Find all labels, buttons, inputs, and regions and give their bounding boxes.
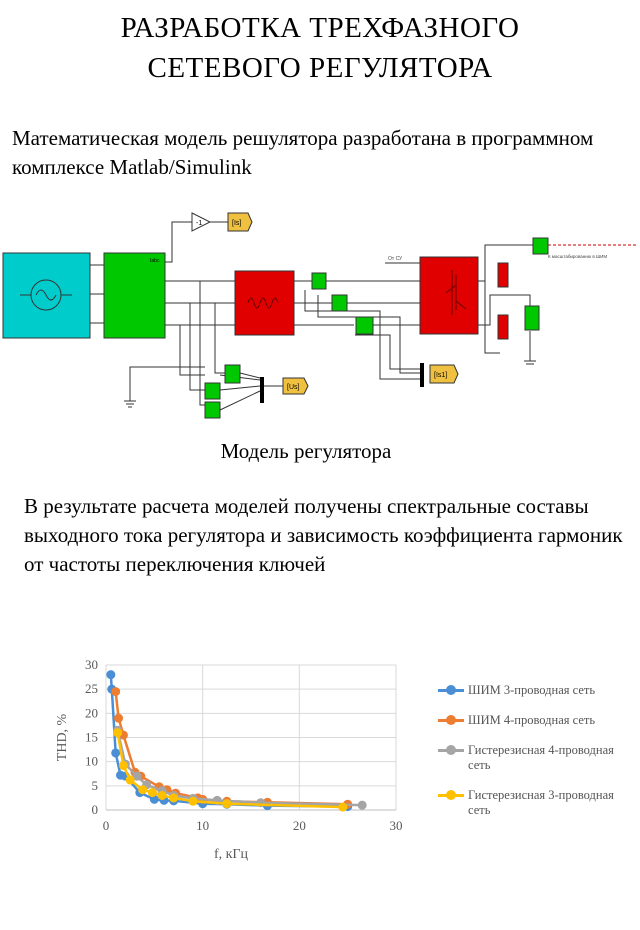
- data-point: [357, 800, 367, 810]
- data-point: [118, 761, 128, 771]
- data-point: [138, 785, 148, 795]
- data-point: [106, 670, 116, 680]
- data-point: [338, 802, 348, 812]
- legend-marker: [446, 745, 456, 755]
- x-tick-label: 30: [390, 818, 403, 833]
- filter-block: [234, 270, 295, 336]
- y-tick-label: 15: [85, 730, 98, 745]
- legend-label: Гистерезисная 4-проводная сеть: [468, 743, 614, 772]
- output-block: [532, 237, 549, 255]
- data-point: [188, 796, 198, 806]
- y-tick-label: 30: [85, 657, 98, 672]
- measurement-block: [103, 252, 166, 339]
- signal-block-a: [311, 272, 327, 290]
- measure-block-right: [524, 305, 540, 331]
- legend-marker: [446, 685, 456, 695]
- y-tick-label: 0: [92, 802, 99, 817]
- series-line-2: [116, 729, 363, 807]
- page-title-line-1: РАЗРАБОТКА ТРЕХФАЗНОГО: [120, 12, 520, 44]
- tag-is1-label: [Is1]: [434, 372, 447, 379]
- from-su-label: От СУ: [388, 256, 403, 262]
- data-point: [132, 771, 142, 781]
- intro-paragraph: Математическая модель решулятора разрабо…: [12, 126, 594, 179]
- gain-label: -1: [196, 220, 202, 227]
- mux-us: [260, 377, 264, 403]
- signal-block-c: [355, 316, 374, 335]
- y-tick-label: 25: [85, 681, 98, 696]
- x-tick-label: 20: [293, 818, 306, 833]
- tag-is-label: [Is]: [232, 220, 241, 227]
- legend-marker: [446, 715, 456, 725]
- x-tick-label: 0: [103, 818, 110, 833]
- data-point: [113, 728, 123, 738]
- legend-item-pwm-4: ШИМ 4-проводная сеть: [438, 713, 618, 728]
- series-line-3: [116, 732, 343, 809]
- y-tick-label: 5: [92, 778, 99, 793]
- chart-legend: ШИМ 3-проводная сеть ШИМ 4-проводная сет…: [438, 683, 618, 833]
- y-tick-label: 20: [85, 705, 98, 720]
- x-axis-label: f, кГц: [214, 847, 249, 862]
- legend-label: ШИМ 3-проводная сеть: [468, 683, 596, 697]
- iabc-label: Iabc: [150, 258, 160, 264]
- goto-us-tag: [282, 377, 309, 395]
- resistor-block-1: [497, 262, 509, 288]
- gain-block: [191, 212, 212, 232]
- diagram-caption: Модель регулятора: [220, 439, 392, 463]
- voltage-block-2: [204, 382, 221, 400]
- data-point: [157, 791, 167, 800]
- resistor-block-2: [497, 314, 509, 340]
- legend-item-hyst-3: Гистерезисная 3-проводная сеть: [438, 788, 618, 818]
- y-axis-label: THD, %: [55, 713, 70, 761]
- thd-chart: 0 5 10 15 20 25 30 0 10 20 30 f, кГц THD, %: [55, 657, 403, 862]
- data-point: [125, 775, 135, 785]
- signal-block-b: [331, 294, 348, 312]
- data-point: [169, 793, 179, 803]
- data-point: [222, 799, 232, 809]
- data-point: [111, 687, 121, 697]
- inverter-block: [419, 256, 479, 335]
- voltage-block-3: [204, 401, 221, 419]
- y-tick-label: 10: [85, 754, 98, 769]
- to-pwm-label: К масштабированию в ШИМ: [548, 254, 607, 259]
- data-point: [111, 748, 121, 758]
- legend-item-hyst-4: Гистерезисная 4-проводная сеть: [438, 743, 618, 773]
- goto-is1-tag: [429, 364, 459, 384]
- goto-is-tag: [227, 212, 253, 232]
- page-title-line-2: СЕТЕВОГО РЕГУЛЯТОРА: [147, 52, 493, 84]
- data-point: [114, 713, 124, 723]
- x-tick-label: 10: [196, 818, 209, 833]
- data-point: [149, 794, 159, 804]
- data-point: [147, 788, 157, 798]
- legend-label: ШИМ 4-проводная сеть: [468, 713, 596, 727]
- tag-us-label: [Us]: [287, 384, 300, 391]
- legend-label: Гистерезисная 3-проводная сеть: [468, 788, 614, 817]
- result-paragraph: В результате расчета моделей получены сп…: [24, 494, 623, 576]
- mux-is1: [420, 363, 424, 387]
- voltage-block-1: [224, 364, 241, 384]
- simulink-diagram: Iabc -1 [Is] От СУ К масштабированию в Ш…: [2, 212, 636, 419]
- legend-item-pwm-3: ШИМ 3-проводная сеть: [438, 683, 618, 698]
- legend-marker: [446, 790, 456, 800]
